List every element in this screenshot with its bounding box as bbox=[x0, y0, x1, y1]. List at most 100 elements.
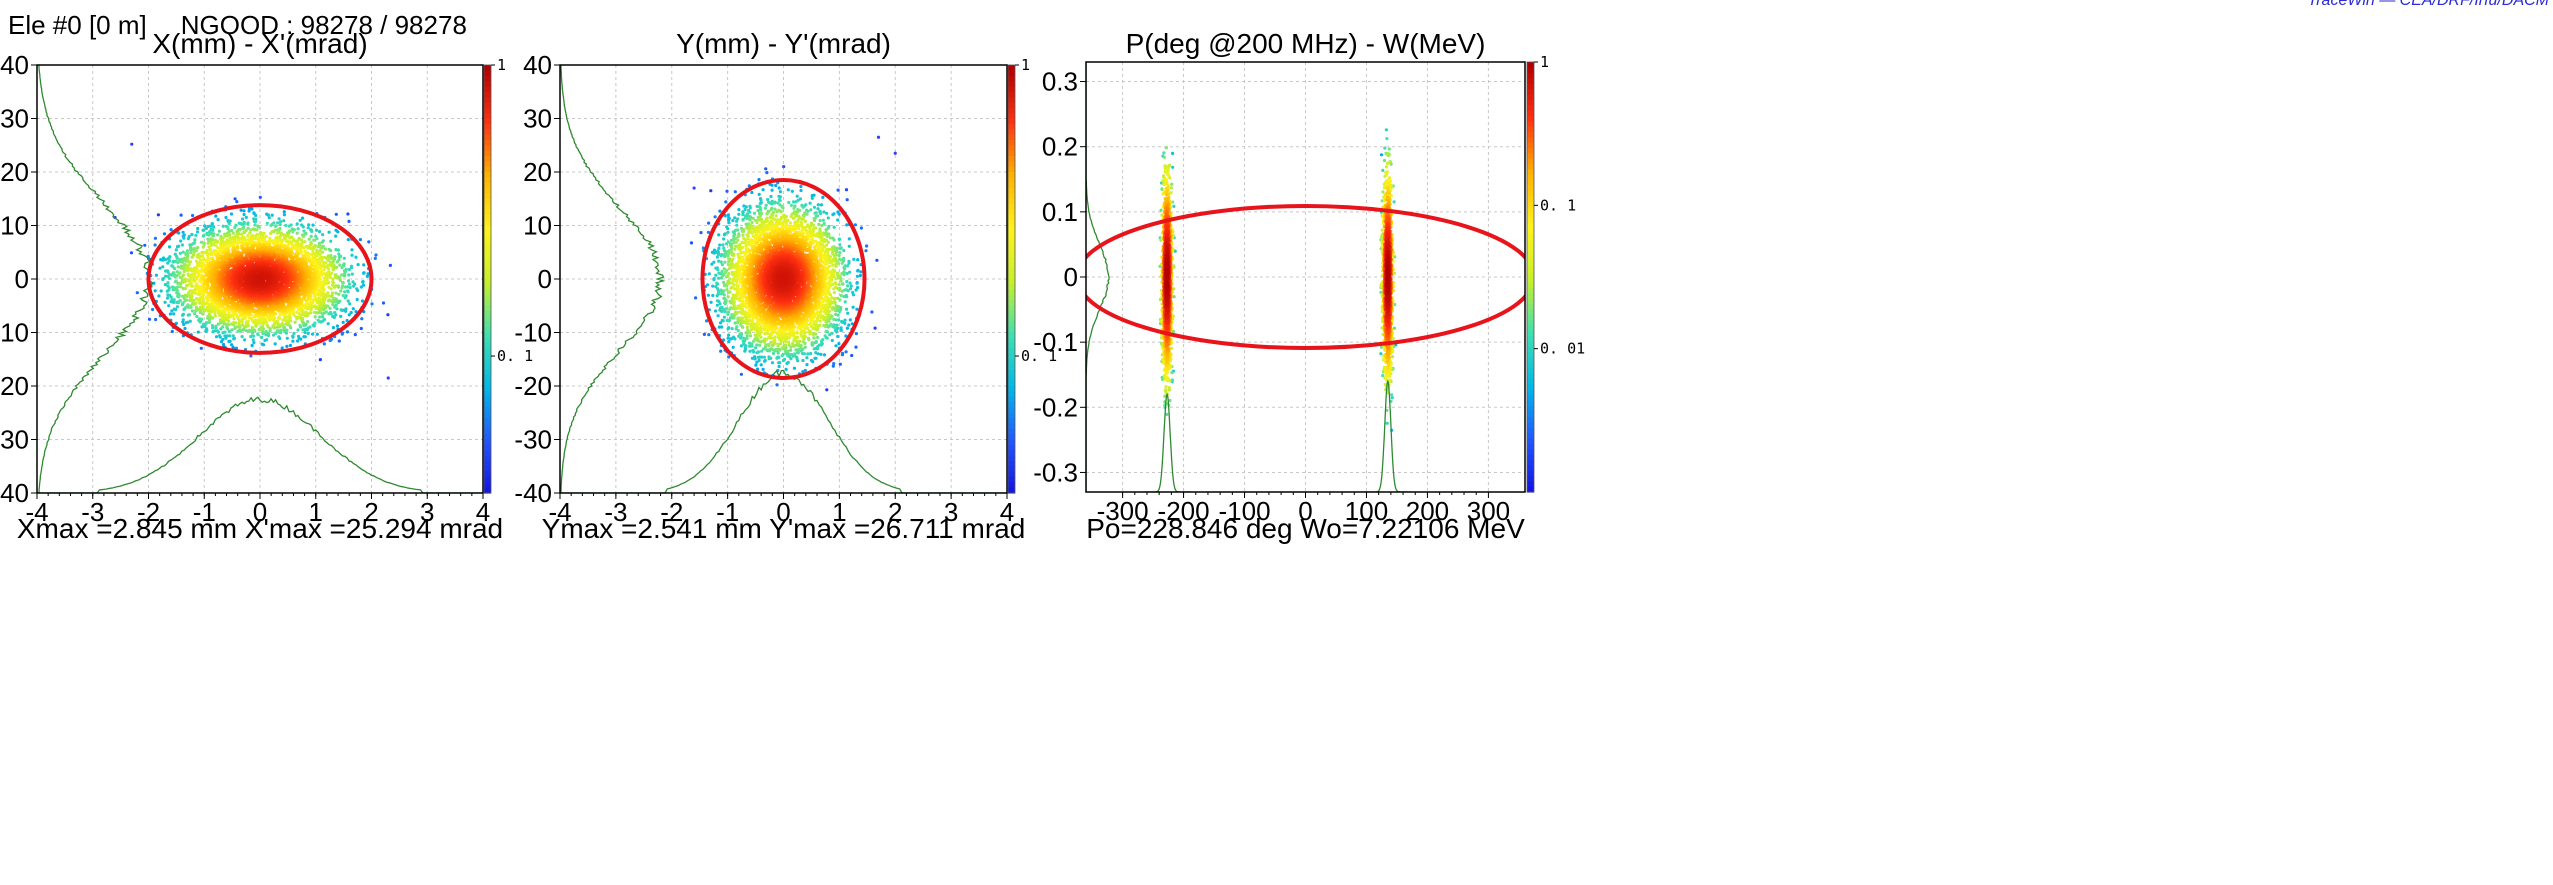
particle bbox=[217, 229, 221, 233]
particle bbox=[158, 266, 162, 270]
particle bbox=[221, 337, 225, 342]
particle bbox=[306, 331, 310, 335]
particle bbox=[327, 267, 331, 271]
particle bbox=[192, 253, 196, 257]
particle bbox=[178, 251, 182, 255]
particle bbox=[242, 222, 246, 226]
particle bbox=[347, 273, 351, 277]
particle bbox=[191, 213, 195, 218]
particle bbox=[178, 271, 182, 275]
particle bbox=[214, 214, 218, 218]
particle bbox=[154, 273, 158, 277]
particle bbox=[201, 299, 205, 303]
particle bbox=[355, 287, 359, 291]
particle bbox=[175, 270, 179, 274]
particle bbox=[321, 250, 325, 254]
particle bbox=[266, 213, 270, 217]
particle bbox=[233, 197, 237, 201]
particle bbox=[276, 231, 280, 235]
particle bbox=[301, 216, 305, 220]
particle bbox=[190, 232, 194, 237]
particle bbox=[336, 230, 340, 234]
particle bbox=[228, 334, 232, 338]
particle bbox=[295, 231, 299, 235]
particle bbox=[309, 234, 313, 238]
particle bbox=[151, 307, 155, 312]
particle bbox=[367, 240, 371, 244]
particle bbox=[346, 212, 350, 216]
particle bbox=[348, 285, 352, 290]
particle bbox=[202, 228, 206, 232]
particle bbox=[230, 328, 234, 332]
particle bbox=[154, 317, 158, 322]
particle bbox=[223, 243, 227, 247]
particle bbox=[260, 342, 264, 346]
particle bbox=[342, 274, 347, 278]
element-label: Ele #0 [0 m] bbox=[8, 10, 147, 40]
particle bbox=[220, 251, 224, 255]
particle bbox=[163, 258, 167, 262]
particle bbox=[186, 320, 190, 324]
particle bbox=[300, 298, 304, 302]
particle bbox=[277, 335, 281, 339]
particle bbox=[360, 299, 365, 303]
particle bbox=[296, 328, 300, 332]
particle bbox=[282, 213, 286, 217]
particle bbox=[227, 221, 231, 226]
particle bbox=[241, 226, 245, 230]
particle bbox=[200, 325, 204, 329]
particle bbox=[320, 259, 324, 263]
particle bbox=[319, 293, 324, 297]
particle bbox=[296, 339, 300, 343]
particle bbox=[228, 304, 232, 308]
particle bbox=[172, 312, 176, 316]
particle bbox=[202, 293, 206, 297]
particle bbox=[320, 240, 324, 244]
particle bbox=[232, 336, 237, 340]
particle bbox=[331, 283, 335, 287]
particle bbox=[343, 290, 347, 294]
particle bbox=[279, 328, 283, 332]
particle bbox=[362, 263, 366, 267]
particle bbox=[172, 300, 176, 305]
particle bbox=[317, 296, 321, 300]
particle bbox=[327, 230, 331, 234]
particle bbox=[311, 249, 315, 253]
particle bbox=[347, 313, 351, 317]
particle bbox=[307, 223, 311, 227]
particle bbox=[350, 253, 354, 257]
particle bbox=[153, 289, 157, 293]
particle bbox=[341, 320, 345, 324]
particle bbox=[196, 246, 200, 250]
particle bbox=[246, 234, 250, 238]
particle bbox=[350, 272, 354, 276]
particle bbox=[316, 318, 320, 322]
particle bbox=[207, 258, 211, 262]
particle bbox=[199, 317, 204, 321]
particle bbox=[290, 246, 294, 250]
particle bbox=[168, 273, 172, 277]
particle bbox=[181, 230, 185, 234]
particle bbox=[153, 243, 157, 247]
particle bbox=[172, 298, 176, 302]
particle bbox=[202, 242, 206, 246]
particle bbox=[219, 237, 223, 241]
particle bbox=[333, 311, 337, 315]
particle bbox=[308, 268, 313, 272]
particle bbox=[189, 294, 193, 298]
particle bbox=[333, 273, 337, 277]
particle bbox=[312, 238, 316, 242]
particle bbox=[279, 240, 283, 244]
particle bbox=[267, 243, 271, 247]
particle bbox=[147, 317, 152, 321]
particle bbox=[361, 283, 366, 287]
particle bbox=[365, 274, 369, 278]
particle bbox=[251, 309, 255, 313]
particle bbox=[251, 338, 255, 342]
particle bbox=[216, 218, 220, 222]
particle bbox=[284, 239, 289, 243]
particle bbox=[346, 289, 350, 293]
particle bbox=[191, 247, 196, 252]
particle bbox=[167, 286, 171, 290]
particle bbox=[317, 230, 322, 234]
